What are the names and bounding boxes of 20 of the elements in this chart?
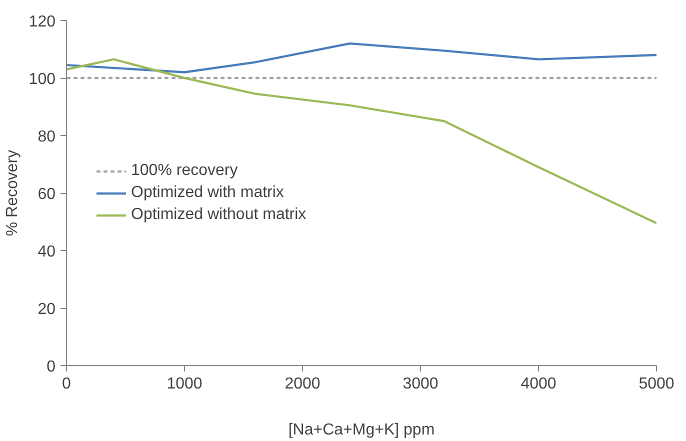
x-tick-label: 5000 [638,376,674,392]
line-series [66,42,656,74]
y-tick-label: 40 [38,244,56,260]
y-tick-label: 80 [38,128,56,146]
x-tick-label: 3000 [402,376,438,392]
legend-label: Optimized with matrix [131,184,284,202]
x-tick-label: 4000 [520,376,556,392]
y-tick-label: 60 [38,186,56,203]
legend-label: Optimized without matrix [131,206,306,224]
y-tick-label: 120 [28,14,56,30]
legend-label: 100% recovery [131,162,238,180]
y-axis-title: % Recovery [4,150,21,236]
y-tick-label: 0 [46,358,56,376]
y-tick-label: 20 [38,301,56,318]
y-tick-label: 100 [28,71,56,88]
x-tick-label: 1000 [166,376,202,392]
line-series [66,58,656,224]
x-axis-title: [Na+Ca+Mg+K] ppm [288,422,435,438]
x-tick-label: 2000 [284,376,320,392]
x-tick-label: 0 [62,376,72,392]
